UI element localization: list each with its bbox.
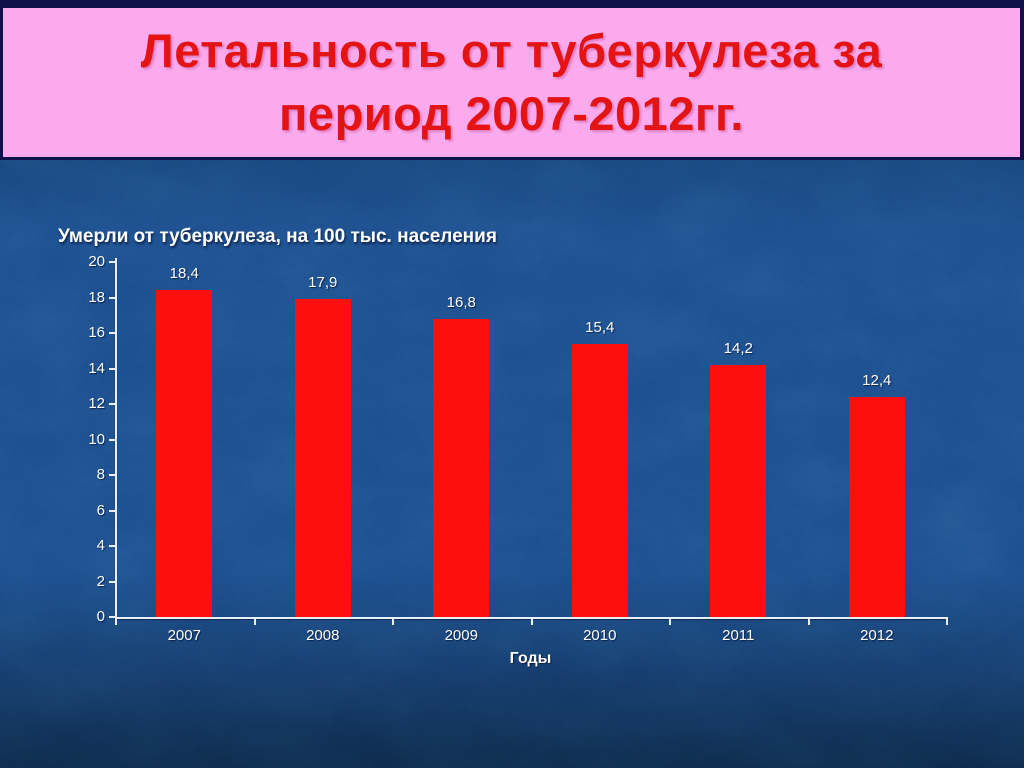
y-tick-mark — [109, 403, 115, 405]
slide-title-line-2: период 2007-2012гг. — [279, 86, 744, 140]
x-axis-line — [115, 617, 948, 619]
bar-2011 — [710, 364, 767, 617]
y-tick-mark — [109, 474, 115, 476]
bar-value-label: 16,8 — [446, 293, 476, 311]
y-tick-mark — [109, 367, 115, 370]
y-tick-label: 10 — [88, 430, 105, 448]
x-category-label: 2007 — [167, 627, 201, 644]
bar-value-label: 17,9 — [308, 274, 338, 292]
y-tick-label: 8 — [96, 466, 105, 483]
y-tick-mark — [109, 509, 115, 512]
bar-2010 — [571, 343, 628, 617]
bar-value-label: 15,4 — [585, 318, 615, 336]
slide-title-line-1: Летальность от туберкулеза за — [140, 24, 883, 78]
x-tick-mark — [392, 619, 394, 625]
y-tick-mark — [109, 332, 115, 334]
bar-2012 — [848, 396, 905, 617]
y-tick-label: 12 — [88, 395, 105, 412]
y-tick-label: 20 — [88, 253, 105, 270]
x-tick-mark — [807, 619, 810, 625]
y-tick-mark — [109, 438, 115, 441]
y-tick-mark — [109, 616, 115, 618]
y-tick-label: 6 — [96, 501, 105, 519]
x-tick-mark — [253, 619, 256, 625]
y-axis-line — [115, 258, 117, 619]
bar-value-label: 18,4 — [169, 265, 199, 283]
x-category-label: 2008 — [306, 627, 340, 644]
x-category-label: 2011 — [722, 627, 755, 644]
slide-title-banner: Летальность от туберкулеза за период 200… — [3, 8, 1020, 157]
x-axis-title: Годы — [509, 650, 552, 667]
y-tick-mark — [109, 545, 115, 547]
x-tick-mark — [115, 619, 117, 625]
bar-2008 — [294, 299, 351, 617]
x-category-label: 2012 — [860, 627, 894, 644]
bar-2007 — [156, 290, 213, 617]
x-tick-mark — [530, 619, 533, 625]
bar-value-label: 14,2 — [723, 339, 753, 357]
bar-2009 — [433, 318, 490, 617]
bar-value-label: 12,4 — [862, 371, 892, 389]
chart-title: Умерли от туберкулеза, на 100 тыс. насел… — [58, 226, 497, 247]
y-tick-mark — [109, 261, 115, 263]
x-tick-mark — [946, 619, 948, 625]
y-tick-label: 4 — [96, 537, 105, 554]
x-category-label: 2010 — [583, 627, 617, 644]
y-tick-label: 2 — [96, 572, 105, 590]
y-tick-label: 18 — [88, 288, 105, 306]
y-tick-label: 14 — [88, 359, 105, 377]
x-tick-mark — [669, 619, 671, 625]
x-category-label: 2009 — [444, 627, 478, 644]
y-tick-label: 16 — [88, 324, 105, 341]
y-tick-label: 0 — [96, 608, 105, 625]
y-tick-mark — [109, 296, 115, 299]
y-tick-mark — [109, 580, 115, 583]
